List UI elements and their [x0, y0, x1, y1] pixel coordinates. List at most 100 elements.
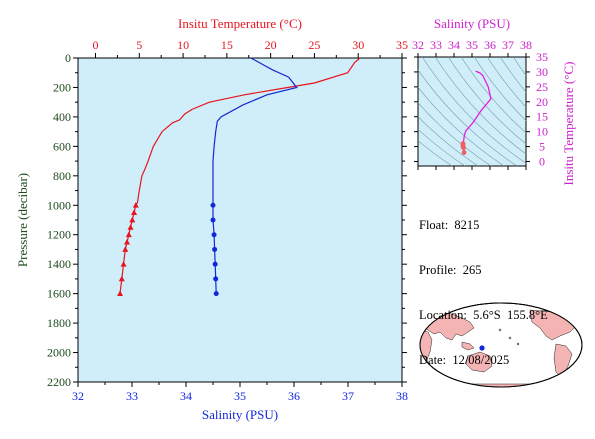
- density-contour: [447, 57, 526, 145]
- density-contour: [421, 57, 526, 164]
- date-label: Date:: [419, 353, 447, 367]
- location-value: 5.6°S 155.8°E: [473, 308, 548, 322]
- pressure-tick-label: 400: [53, 110, 71, 124]
- top-axis-label: Insitu Temperature (°C): [178, 16, 302, 31]
- ts-right-axis-label: Insitu Temperature (°C): [561, 62, 576, 186]
- pressure-tick-label: 2000: [47, 346, 71, 360]
- density-contour: [473, 57, 526, 122]
- float-label: Float:: [419, 218, 449, 232]
- temperature-point: [118, 275, 125, 282]
- ts-temperature-tick-label: 10: [536, 125, 548, 139]
- float-line: Float: 8215: [419, 218, 548, 233]
- pressure-tick-label: 200: [53, 80, 71, 94]
- pressure-tick-label: 2200: [47, 375, 71, 389]
- ts-temperature-tick-label: 25: [536, 80, 548, 94]
- ts-temperature-tick-label: 20: [536, 95, 548, 109]
- float-location-marker: [479, 345, 485, 351]
- temperature-point: [124, 238, 131, 245]
- salinity-point: [210, 202, 216, 208]
- density-contour: [418, 128, 466, 166]
- temperature-tick-label: 35: [396, 38, 408, 52]
- density-contour: [512, 57, 526, 76]
- salinity-point: [213, 276, 219, 282]
- temperature-point: [125, 231, 132, 238]
- landmass-australia: [465, 351, 493, 373]
- left-axis-label: Pressure (decibar): [15, 173, 30, 267]
- salinity-tick-label: 37: [342, 389, 354, 403]
- temperature-tick-label: 5: [136, 38, 142, 52]
- float-info: Float: 8215 Profile: 265 Location: 5.6°S…: [419, 188, 548, 383]
- ts-top-axis-label: Salinity (PSU): [434, 16, 510, 31]
- pressure-tick-label: 800: [53, 169, 71, 183]
- density-contour: [486, 57, 526, 108]
- ts-salinity-tick-label: 38: [520, 38, 532, 52]
- pressure-tick-label: 1600: [47, 287, 71, 301]
- date-value: 12/08/2025: [452, 353, 510, 367]
- pressure-tick-label: 1400: [47, 257, 71, 271]
- salinity-point: [210, 217, 216, 223]
- temperature-point: [131, 209, 138, 216]
- island: [508, 336, 512, 340]
- salinity-point: [213, 291, 219, 297]
- bottom-axis-label: Salinity (PSU): [202, 407, 278, 422]
- pressure-tick-label: 600: [53, 139, 71, 153]
- main-profile-chart: 0200400600800100012001400160018002000220…: [15, 16, 408, 422]
- salinity-tick-label: 33: [126, 389, 138, 403]
- ts-temperature-tick-label: 0: [539, 155, 545, 169]
- series-line-temperature: [119, 57, 361, 294]
- temperature-point: [129, 216, 136, 223]
- salinity-point: [212, 261, 218, 267]
- ts-salinity-tick-label: 35: [466, 38, 478, 52]
- ts-plot-area: [417, 56, 527, 167]
- ts-salinity-tick-label: 32: [412, 38, 424, 52]
- density-contour: [525, 57, 526, 58]
- profile-line: Profile: 265: [419, 263, 548, 278]
- island: [516, 342, 520, 346]
- ts-salinity-tick-label: 34: [448, 38, 460, 52]
- ts-temperature-tick-label: 30: [536, 65, 548, 79]
- temperature-point: [117, 290, 124, 297]
- salinity-tick-label: 35: [234, 389, 246, 403]
- temperature-point: [120, 260, 127, 267]
- landmass-indonesia: [461, 341, 475, 351]
- density-contour: [460, 57, 526, 134]
- float-value: 8215: [454, 218, 480, 232]
- landmass-antarctica: [420, 383, 582, 387]
- temperature-tick-label: 15: [221, 38, 233, 52]
- salinity-tick-label: 32: [72, 389, 84, 403]
- ts-temperature-tick-label: 35: [536, 50, 548, 64]
- ts-temperature-tick-label: 15: [536, 110, 548, 124]
- ts-deep-point: [461, 150, 467, 155]
- ts-salinity-tick-label: 36: [484, 38, 496, 52]
- temperature-point: [122, 246, 129, 252]
- salinity-point: [211, 232, 217, 238]
- ts-deep-point: [461, 145, 466, 151]
- temperature-point: [132, 202, 139, 208]
- ts-temperature-tick-label: 5: [539, 140, 545, 154]
- location-line: Location: 5.6°S 155.8°E: [419, 308, 548, 323]
- series-line-salinity: [212, 57, 298, 294]
- temperature-tick-label: 20: [265, 38, 277, 52]
- density-contour: [418, 102, 492, 166]
- pressure-tick-label: 1800: [47, 316, 71, 330]
- date-line: Date: 12/08/2025: [419, 353, 548, 368]
- salinity-tick-label: 34: [180, 389, 192, 403]
- density-contour: [499, 57, 526, 93]
- salinity-point: [212, 246, 218, 252]
- profile-label: Profile:: [419, 263, 457, 277]
- temperature-tick-label: 10: [177, 38, 189, 52]
- profile-value: 265: [462, 263, 482, 277]
- temperature-point: [127, 224, 134, 230]
- ts-salinity-tick-label: 37: [502, 38, 514, 52]
- density-contour: [418, 86, 505, 166]
- temperature-tick-label: 0: [93, 38, 99, 52]
- pressure-tick-label: 1000: [47, 198, 71, 212]
- temperature-tick-label: 25: [308, 38, 320, 52]
- temperature-tick-label: 30: [352, 38, 364, 52]
- density-contour: [434, 57, 526, 155]
- density-contour: [418, 69, 518, 166]
- island: [498, 328, 502, 332]
- location-label: Location:: [419, 308, 467, 322]
